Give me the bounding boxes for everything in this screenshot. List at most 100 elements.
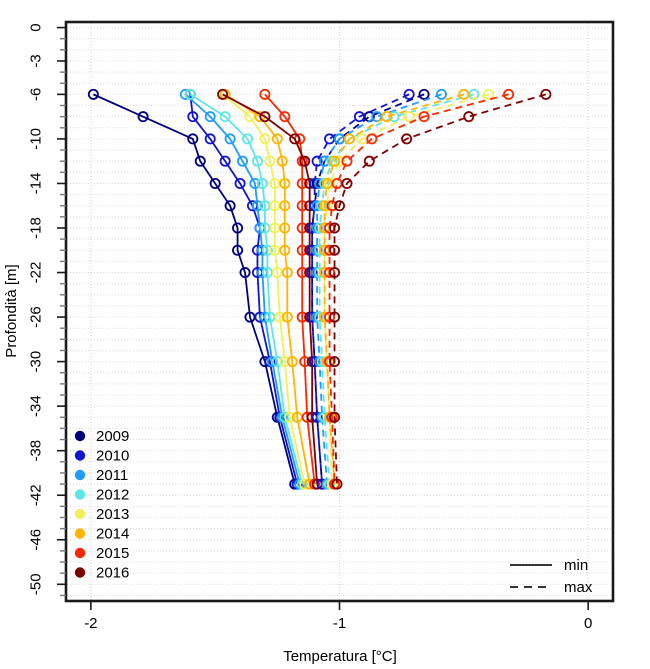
data-point-marker [279,244,291,256]
data-point-marker [403,88,415,100]
data-point-marker [329,411,341,423]
legend-swatch-2012 [74,489,86,500]
data-point-marker [219,111,231,123]
data-point-marker [418,88,430,100]
data-point-marker [286,356,298,368]
data-point-marker [274,311,286,323]
data-point-marker [279,177,291,189]
gridlines [67,27,612,596]
series-line [316,93,442,485]
data-point-marker [329,155,341,167]
y-tick-label: -18 [28,217,45,239]
data-point-marker [329,311,341,323]
data-point-marker [259,133,271,145]
y-tick-label: -30 [28,351,45,373]
data-point-marker [381,111,393,123]
y-tick-label: -46 [28,529,45,551]
x-tick-label: -1 [333,615,346,632]
data-point-marker [289,133,301,145]
data-point-marker [366,133,378,145]
legend-swatch-2010 [74,450,86,461]
axis-ticks [57,26,589,610]
data-point-marker [458,88,470,100]
series-line [189,93,304,485]
series-2014-min [219,88,316,490]
data-point-marker [232,244,244,256]
y-tick-label: -42 [28,484,45,506]
data-point-marker [271,356,283,368]
data-point-marker [204,111,216,123]
y-axis-label: Profondità [m] [3,264,20,357]
data-point-marker [540,88,552,100]
series-2016-min [217,88,323,490]
data-point-marker [187,111,199,123]
data-point-marker [279,111,291,123]
data-point-marker [209,177,221,189]
data-point-marker [331,478,343,490]
y-tick-label: -38 [28,440,45,462]
data-point-marker [279,356,291,368]
y-tick-label: -34 [28,395,45,417]
data-point-marker [329,222,341,234]
data-series-layer [87,88,552,490]
data-point-marker [281,267,293,279]
series-line [222,93,306,485]
data-point-marker [256,177,268,189]
legend-swatch-2015 [74,547,86,559]
data-point-marker [251,155,263,167]
data-point-marker [401,133,413,145]
data-point-marker [296,200,308,212]
data-point-marker [279,200,291,212]
data-point-marker [483,88,495,100]
data-point-marker [296,177,308,189]
data-point-marker [326,200,338,212]
data-point-marker [224,200,236,212]
legend-label-2013: 2013 [96,506,129,523]
data-point-marker [241,133,253,145]
y-tick-label: 0 [28,23,45,31]
series-line [323,93,465,485]
y-tick-label: -3 [28,54,45,67]
series-line [311,93,425,485]
legend-label-2009: 2009 [96,428,129,445]
data-point-marker [264,155,276,167]
data-point-marker [329,244,341,256]
data-point-marker [271,133,283,145]
legend-label-min: min [564,557,588,574]
series-line [318,93,475,485]
data-point-marker [503,88,515,100]
y-tick-label: -14 [28,173,45,195]
legend-label-2011: 2011 [96,467,128,484]
y-tick-label: -6 [28,88,45,101]
data-point-marker [259,111,271,123]
legend-swatch-2011 [74,469,86,481]
legend-swatch-2013 [74,508,86,520]
legend-swatch-2014 [74,528,86,539]
data-point-marker [299,155,311,167]
data-point-marker [194,155,206,167]
data-point-marker [284,411,296,423]
series-line [264,93,316,485]
data-point-marker [217,88,229,100]
data-point-marker [319,200,331,212]
data-point-marker [261,244,273,256]
data-point-marker [306,311,318,323]
series-line [224,93,311,485]
data-point-marker [311,411,323,423]
legend-label-max: max [564,579,593,596]
data-point-marker [184,88,196,100]
data-point-marker [179,88,191,100]
x-tick-label: -2 [84,615,97,632]
data-point-marker [324,311,336,323]
data-point-marker [249,177,261,189]
data-point-marker [403,111,415,123]
data-point-marker [239,267,251,279]
legend-label-2015: 2015 [96,545,129,562]
series-line [222,93,319,485]
data-point-marker [333,200,345,212]
data-point-marker [341,155,353,167]
x-axis-label: Temperatura [°C] [283,648,397,665]
legend-swatch-2016 [74,567,86,578]
series-2016-max [329,88,552,490]
legend-label-2014: 2014 [96,526,129,543]
